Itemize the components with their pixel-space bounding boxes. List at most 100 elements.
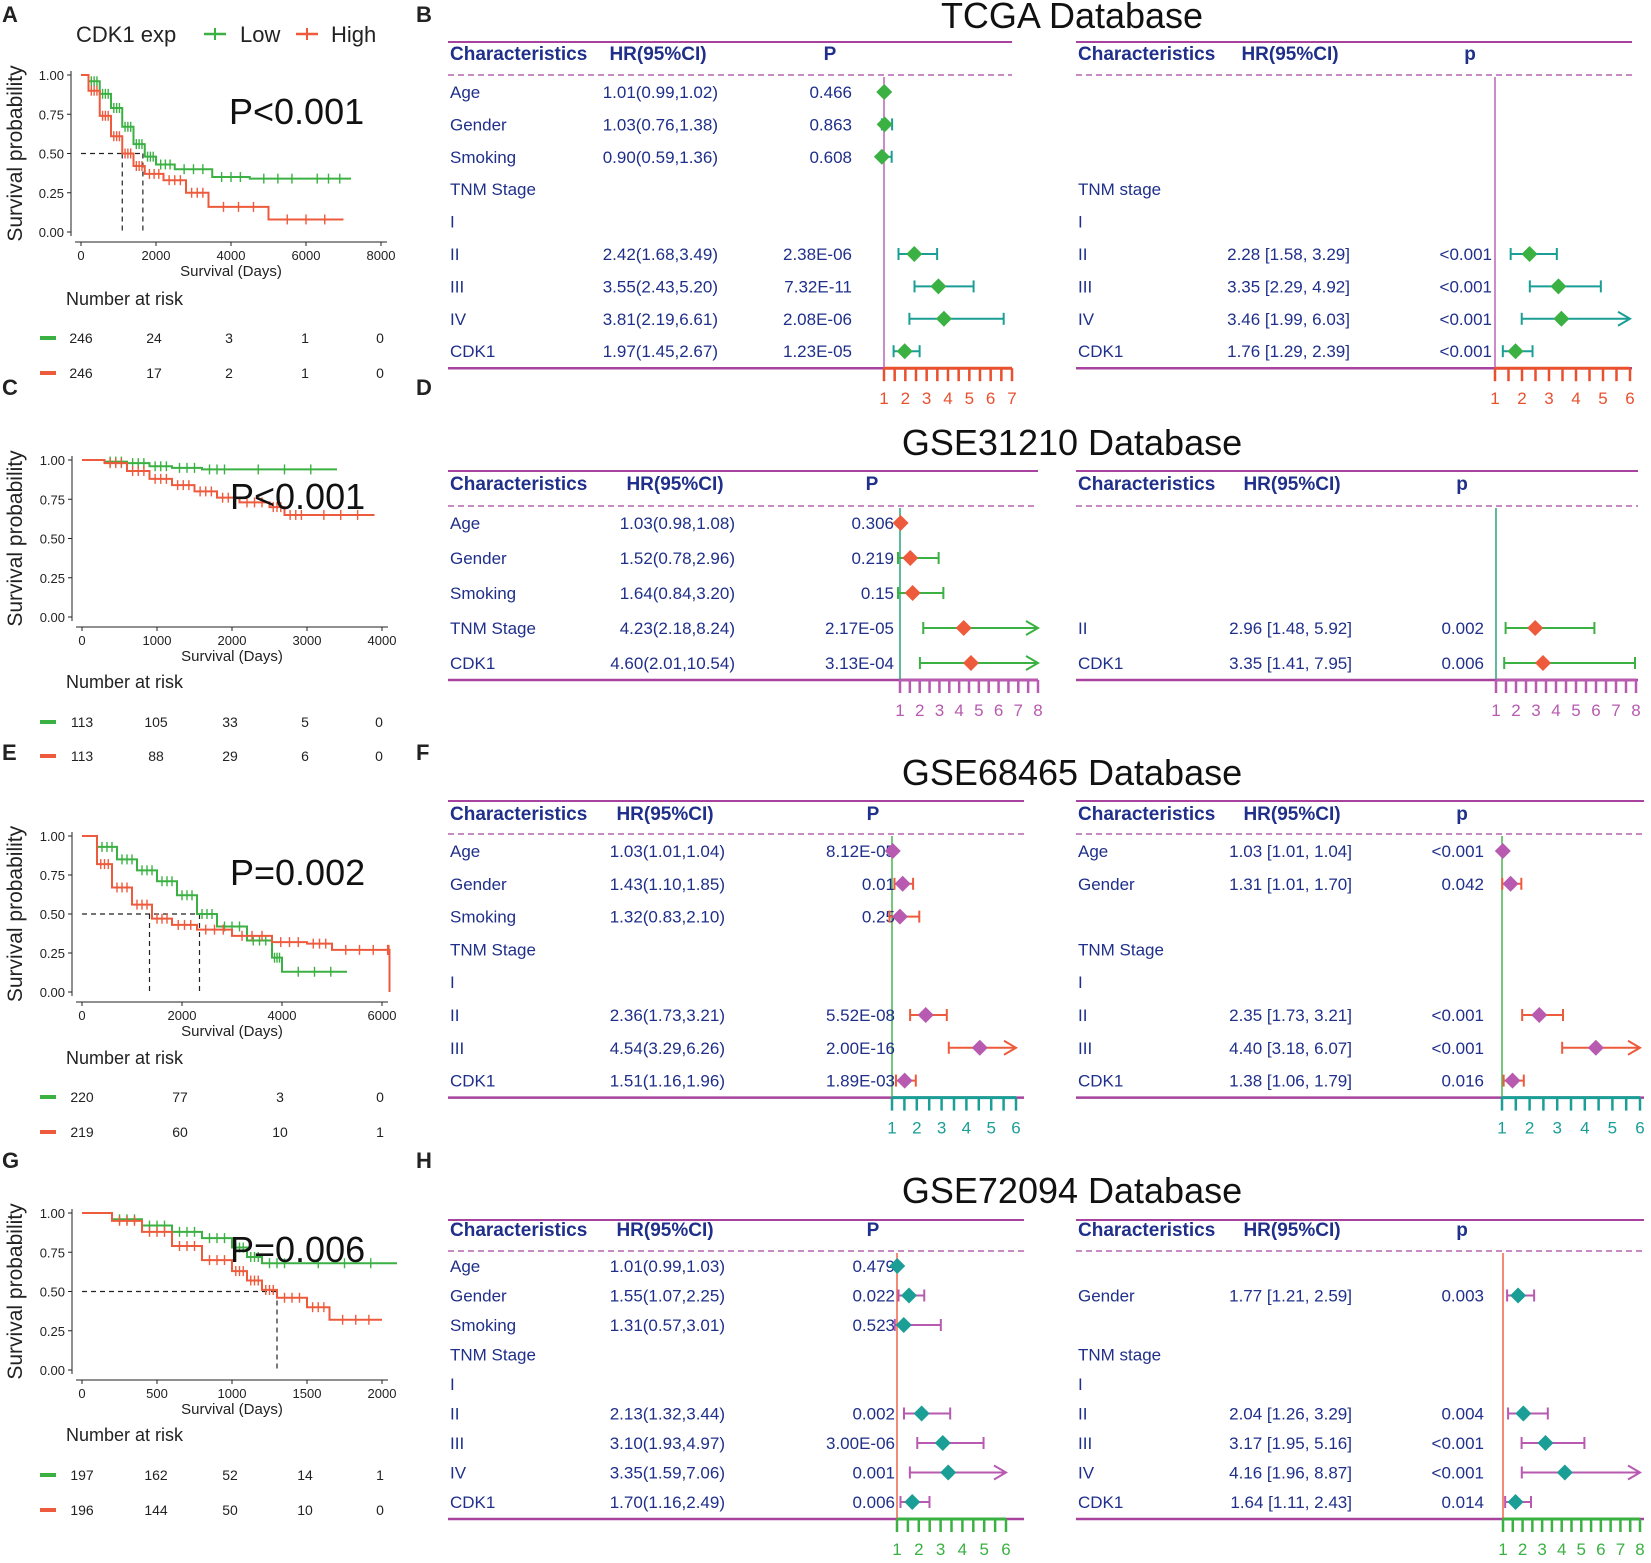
row-p: 1.89E-03 [826,1072,895,1091]
hr-diamond [906,246,923,262]
row-label: TNM Stage [1078,940,1164,959]
y-tick-label: 0.25 [40,946,65,961]
x-tick-label: 500 [146,1386,168,1401]
hr-diamond [1531,1007,1548,1023]
forest-tick-label: 6 [1001,1540,1010,1559]
risk-count: 113 [71,748,94,764]
y-tick-label: 0.00 [40,985,65,1000]
x-tick-label: 2000 [368,1386,397,1401]
row-hr: 2.96 [1.48, 5.92] [1229,619,1352,638]
hr-diamond [1515,1405,1532,1422]
risk-count: 0 [376,330,384,346]
row-hr: 2.04 [1.26, 3.29] [1229,1405,1352,1424]
row-label: Gender [450,875,507,894]
y-tick-label: 0.75 [39,107,64,122]
row-hr: 3.35 [2.29, 4.92] [1227,277,1350,296]
forest-tick-label: 7 [1611,701,1620,720]
forest-tick-label: 8 [1631,701,1640,720]
risk-count: 5 [301,714,309,730]
hr-diamond [935,310,952,327]
hr-diamond [889,1258,906,1274]
forest-title: GSE72094 Database [902,1170,1242,1211]
risk-count: 3 [225,330,233,346]
hr-diamond [895,1317,912,1333]
forest-tick-label: 5 [1608,1119,1617,1138]
x-tick-label: 1000 [143,633,172,648]
risk-count: 220 [70,1089,94,1105]
row-label: CDK1 [1078,1493,1123,1512]
col-header-characteristics: Characteristics [1078,804,1215,825]
col-header-characteristics: Characteristics [450,1220,587,1241]
y-tick-label: 0.00 [40,1363,65,1378]
row-label: II [450,1405,459,1424]
x-tick-label: 0 [78,1386,85,1401]
forest-tick-label: 4 [1551,701,1560,720]
x-tick-label: 6000 [368,1008,397,1023]
row-label: I [1078,973,1083,992]
col-header-hr: HR(95%CI) [1241,44,1338,65]
row-hr: 1.76 [1.29, 2.39] [1227,342,1350,361]
row-hr: 1.01(0.99,1.02) [603,83,718,102]
row-label: Age [450,514,480,533]
km-panel-c: 0.00 0.25 0.50 0.75 1.00 0 1000 2000 3000 4000 Sur… [4,450,396,764]
row-hr: 3.35(1.59,7.06) [610,1464,725,1483]
forest-tick-label: 2 [912,1119,921,1138]
ci-arrow [1025,620,1040,636]
row-p: <0.001 [1440,277,1492,296]
row-hr: 1.52(0.78,2.96) [620,549,735,568]
row-label: II [450,1006,459,1025]
risk-count: 10 [297,1502,313,1518]
forest-tick-label: 4 [962,1119,971,1138]
y-tick-label: 1.00 [39,68,64,83]
row-hr: 1.03 [1.01, 1.04] [1229,842,1352,861]
ci-arrow [1627,1039,1642,1056]
forest-tick-label: 3 [1544,389,1553,408]
hr-diamond [896,1072,913,1089]
row-p: <0.001 [1440,342,1492,361]
row-hr: 1.97(1.45,2.67) [603,342,718,361]
row-hr: 3.81(2.19,6.61) [603,310,718,329]
p-value: P<0.001 [229,91,364,132]
x-tick-label: 4000 [368,633,397,648]
km-curve-high [82,835,391,992]
forest-tick-label: 2 [1518,1540,1527,1559]
row-label: TNM Stage [450,1346,536,1365]
x-tick-label: 1000 [218,1386,247,1401]
hr-diamond [962,655,979,671]
forest-tick-label: 3 [1537,1540,1546,1559]
row-p: <0.001 [1432,1464,1484,1483]
row-label: Age [450,842,480,861]
hr-diamond [1510,1287,1527,1304]
forest-tick-label: 1 [895,701,904,720]
hr-diamond [913,1405,930,1422]
legend-label-low: Low [240,22,280,47]
hr-diamond [876,116,893,133]
hr-diamond [1527,620,1544,636]
risk-count: 14 [297,1467,313,1483]
hr-diamond [1507,1494,1524,1510]
x-axis-label: Survival (Days) [181,648,283,665]
forest-title: TCGA Database [941,0,1203,36]
row-label: III [1078,1434,1092,1453]
risk-count: 0 [375,714,383,730]
row-p: 0.01 [862,875,895,894]
km-curve-high [82,459,375,516]
panel-letter-b: B [416,2,432,27]
ci-arrow [993,1464,1008,1481]
forest-tick-label: 5 [979,1540,988,1559]
col-header-hr: HR(95%CI) [616,804,713,825]
risk-count: 1 [301,365,309,381]
ci-arrow [1025,655,1040,671]
risk-count: 50 [222,1502,238,1518]
forest-tick-label: 7 [1014,701,1023,720]
risk-count: 196 [70,1502,94,1518]
row-label: II [1078,245,1087,264]
row-p: 0.863 [809,115,852,134]
x-tick-label: 1500 [293,1386,322,1401]
x-tick-label: 4000 [268,1008,297,1023]
y-tick-label: 0.75 [40,492,65,507]
col-header-characteristics: Characteristics [1078,474,1215,495]
risk-count: 162 [144,1467,168,1483]
forest-tick-label: 5 [965,389,974,408]
forest-tick-label: 3 [922,389,931,408]
